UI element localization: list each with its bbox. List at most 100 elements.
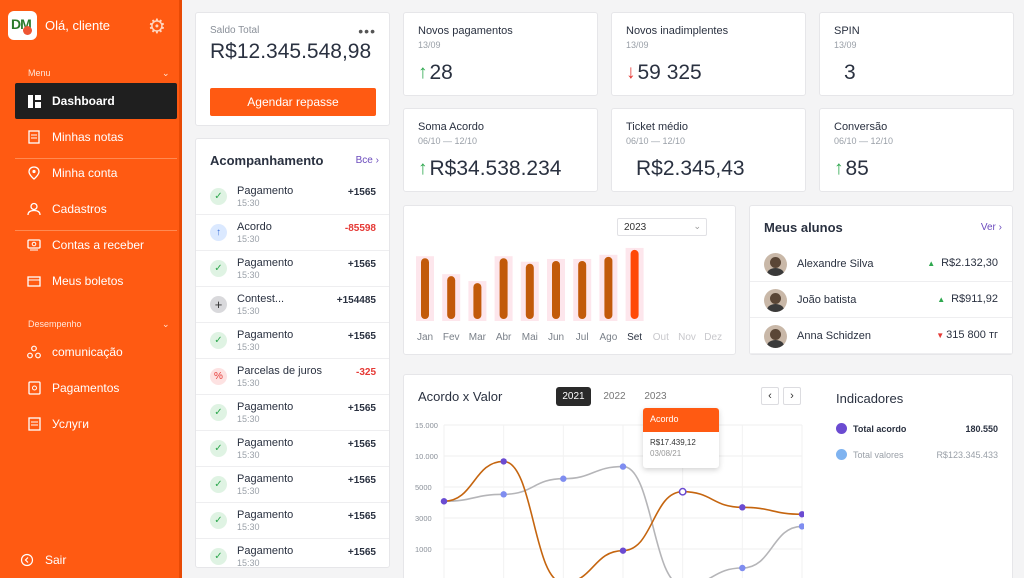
chevron-down-icon[interactable]: ⌄ — [162, 319, 170, 329]
logout-label: Sair — [45, 553, 67, 567]
more-options-icon[interactable]: ••• — [358, 23, 376, 39]
triangle-down-icon: ▼ — [936, 331, 945, 340]
stat-number: 3 — [844, 61, 856, 84]
bar-mai[interactable] — [525, 263, 534, 319]
year-select[interactable]: 2023 ⌄ — [617, 218, 707, 236]
indicator-total-values: Total valores — [836, 449, 904, 460]
greeting: Olá, cliente — [45, 18, 111, 33]
tab-2021[interactable]: 2021 — [556, 387, 591, 406]
bar-set[interactable] — [630, 249, 639, 319]
feed-item[interactable]: ✓ Pagamento 15:30 +1565 — [196, 539, 389, 567]
sidebar-item-tickets[interactable]: Meus boletos — [15, 263, 177, 299]
sidebar-item-communication[interactable]: comunicação — [15, 334, 177, 370]
student-name: João batista — [797, 294, 857, 306]
bar-mar[interactable] — [473, 283, 482, 319]
series-total-acordo-point[interactable] — [798, 511, 804, 518]
sidebar-item-label: Pagamentos — [52, 381, 120, 395]
sidebar-item-registrations[interactable]: Cadastros — [15, 191, 177, 227]
sidebar-item-account[interactable]: Minha conta — [15, 155, 177, 191]
feed-item-time: 15:30 — [237, 198, 260, 208]
feed-item[interactable]: ✓ Pagamento 15:30 +1565 — [196, 179, 389, 215]
check-icon: ✓ — [210, 440, 227, 457]
sidebar-item-label: Dashboard — [52, 94, 115, 108]
stat-date: 06/10 — 12/10 — [418, 136, 478, 146]
stat-value: ↑ 85 — [834, 157, 869, 181]
students-view-link[interactable]: Ver › — [981, 222, 1002, 233]
bar-label: Fev — [443, 332, 460, 343]
sidebar-item-services[interactable]: Услуги — [15, 406, 177, 442]
tab-2022[interactable]: 2022 — [603, 391, 626, 402]
logo-dot — [23, 26, 32, 35]
avatar — [764, 325, 787, 348]
feed-item[interactable]: ✓ Pagamento 15:30 +1565 — [196, 431, 389, 467]
year-select-value: 2023 — [624, 222, 647, 233]
chevron-down-icon[interactable]: ⌄ — [162, 68, 170, 78]
indicators-title: Indicadores — [836, 391, 904, 406]
notes-icon — [26, 129, 42, 145]
legend-dot — [836, 423, 847, 434]
feed-item-amount: +1565 — [347, 547, 376, 558]
bar-ago[interactable] — [604, 256, 613, 319]
student-row[interactable]: Anna Schidzen ▼ 315 800 тг — [750, 318, 1012, 354]
student-name: Alexandre Silva — [797, 258, 874, 270]
series-total-acordo-point[interactable] — [440, 498, 448, 505]
services-icon — [26, 416, 42, 432]
logout-button[interactable]: Sair — [8, 542, 170, 578]
feed-item[interactable]: ✓ Pagamento 15:30 +1565 — [196, 467, 389, 503]
bar-fev[interactable] — [447, 276, 456, 319]
bar-jul[interactable] — [578, 260, 587, 319]
communication-icon — [26, 344, 42, 360]
sidebar-item-notes[interactable]: Minhas notas — [15, 119, 177, 155]
feed-item[interactable]: ✓ Pagamento 15:30 +1565 — [196, 503, 389, 539]
chevron-right-icon: › — [375, 155, 379, 166]
sidebar-item-dashboard[interactable]: Dashboard — [15, 83, 177, 119]
bar-label: Jun — [548, 332, 564, 343]
series-total-valores-point[interactable] — [739, 564, 746, 572]
stat-date: 06/10 — 12/10 — [626, 136, 686, 146]
sidebar-item-receivables[interactable]: Contas a receber — [15, 227, 177, 263]
line-chart: 15.000 10.000 5000 3000 1000 — [415, 421, 804, 578]
indicators-panel: Indicadores Total acordo 180.550 Total v… — [822, 375, 1012, 575]
check-icon: ✓ — [210, 260, 227, 277]
tab-2023[interactable]: 2023 — [644, 391, 667, 402]
student-row[interactable]: João batista ▲ R$911,92 — [750, 282, 1012, 318]
bar-jun[interactable] — [552, 260, 560, 319]
indicator-value: R$123.345.433 — [936, 450, 998, 460]
highlighted-point[interactable] — [678, 487, 687, 496]
series-total-valores-point[interactable] — [560, 475, 567, 482]
series-total-acordo-point[interactable] — [619, 547, 627, 554]
series-total-valores-point[interactable] — [619, 463, 627, 470]
bar-jan[interactable] — [421, 258, 429, 319]
stat-value: ↓ 59 325 — [626, 61, 702, 85]
sidebar-item-label: Minha conta — [52, 166, 118, 180]
stat-label: Soma Acordo — [418, 121, 485, 133]
feed-item[interactable]: ↑ Acordo 15:30 -85598 — [196, 215, 389, 251]
indicator-label: Total acordo — [853, 423, 907, 434]
series-total-acordo-point[interactable] — [739, 504, 746, 511]
performance-section-label: Desempenho — [28, 319, 82, 329]
feed-item[interactable]: ✓ Pagamento 15:30 +1565 — [196, 323, 389, 359]
bar-label: Ago — [600, 332, 618, 343]
logo[interactable]: DM — [8, 11, 37, 40]
agreement-chart-card: Acordo x Valor 2021 2022 2023 ‹ › 15.000… — [403, 374, 1013, 578]
series-total-valores-point[interactable] — [500, 491, 507, 498]
schedule-transfer-button[interactable]: Agendar repasse — [210, 88, 376, 116]
feed-item-time: 15:30 — [237, 378, 260, 388]
series-total-valores-point[interactable] — [798, 523, 804, 530]
payments-icon — [26, 380, 42, 396]
feed-item[interactable]: % Parcelas de juros 15:30 -325 — [196, 359, 389, 395]
bar-label: Jul — [576, 332, 589, 343]
feed-item[interactable]: + Contest... 15:30 +154485 — [196, 287, 389, 323]
student-row[interactable]: Alexandre Silva ▲ R$2.132,30 — [750, 246, 1012, 282]
feed-item[interactable]: ✓ Pagamento 15:30 +1565 — [196, 395, 389, 431]
chevron-left-icon[interactable]: ‹ — [761, 387, 779, 405]
sidebar-item-payments[interactable]: Pagamentos — [15, 370, 177, 406]
series-total-acordo-point[interactable] — [500, 458, 507, 465]
feed-item[interactable]: ✓ Pagamento 15:30 +1565 — [196, 251, 389, 287]
balance-value: R$12.345.548,98 — [210, 40, 372, 63]
bar-label: Nov — [678, 332, 696, 343]
feed-all-link[interactable]: Все › — [356, 155, 379, 166]
chevron-right-icon[interactable]: › — [783, 387, 801, 405]
gear-icon[interactable]: ⚙ — [148, 16, 166, 38]
bar-abr[interactable] — [499, 258, 508, 319]
